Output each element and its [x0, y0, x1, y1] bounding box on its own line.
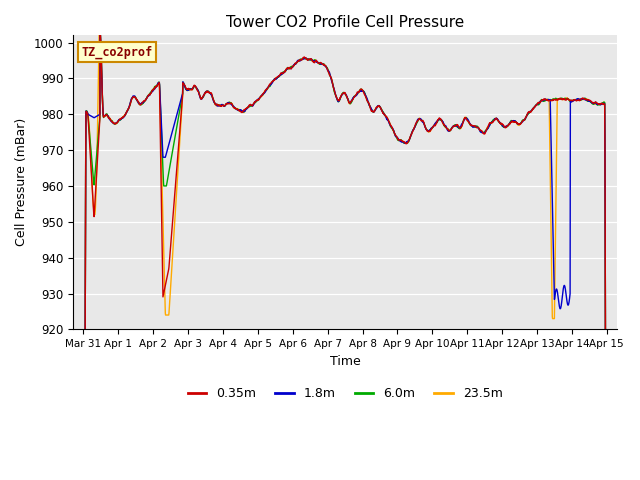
Y-axis label: Cell Pressure (mBar): Cell Pressure (mBar) [15, 118, 28, 246]
X-axis label: Time: Time [330, 355, 360, 368]
Title: Tower CO2 Profile Cell Pressure: Tower CO2 Profile Cell Pressure [226, 15, 464, 30]
Text: TZ_co2prof: TZ_co2prof [81, 46, 152, 59]
Legend: 0.35m, 1.8m, 6.0m, 23.5m: 0.35m, 1.8m, 6.0m, 23.5m [182, 383, 508, 406]
